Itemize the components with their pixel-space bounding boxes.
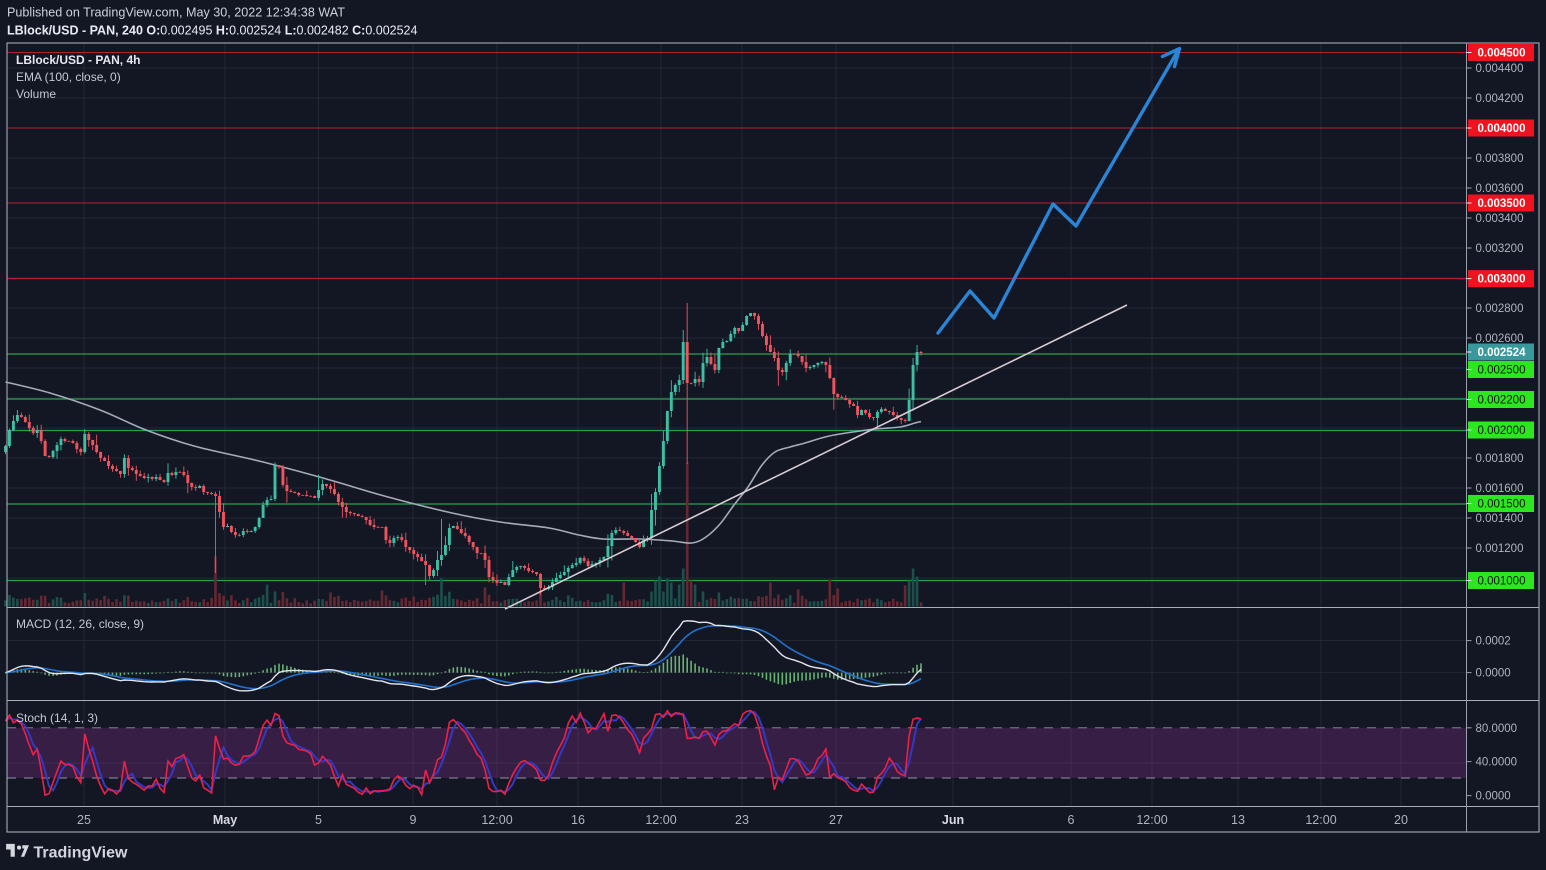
svg-text:12:00: 12:00 xyxy=(1305,813,1336,827)
svg-text:0.003000: 0.003000 xyxy=(1478,274,1526,286)
svg-text:LBlock/USD - PAN, 240 O:0.0024: LBlock/USD - PAN, 240 O:0.002495 H:0.002… xyxy=(7,24,418,38)
svg-text:0.002500: 0.002500 xyxy=(1478,365,1526,377)
svg-text:0.001600: 0.001600 xyxy=(1476,483,1524,495)
svg-text:0.002600: 0.002600 xyxy=(1476,333,1524,345)
svg-text:0.0002: 0.0002 xyxy=(1476,636,1511,648)
svg-text:0.002000: 0.002000 xyxy=(1478,425,1526,437)
svg-text:0.001500: 0.001500 xyxy=(1478,499,1526,511)
svg-text:EMA (100, close, 0): EMA (100, close, 0) xyxy=(16,70,121,84)
svg-text:0.003400: 0.003400 xyxy=(1476,213,1524,225)
svg-text:12:00: 12:00 xyxy=(481,813,512,827)
svg-text:13: 13 xyxy=(1231,813,1245,827)
svg-text:80.0000: 80.0000 xyxy=(1476,723,1518,735)
svg-text:25: 25 xyxy=(77,813,91,827)
svg-text:MACD (12, 26, close, 9): MACD (12, 26, close, 9) xyxy=(16,617,144,631)
svg-text:0.001800: 0.001800 xyxy=(1476,453,1524,465)
svg-text:16: 16 xyxy=(571,813,585,827)
svg-text:0.002524: 0.002524 xyxy=(1478,347,1527,359)
svg-text:40.0000: 40.0000 xyxy=(1476,757,1518,769)
svg-text:0.002200: 0.002200 xyxy=(1478,395,1526,407)
svg-text:0.003500: 0.003500 xyxy=(1478,198,1526,210)
svg-text:TradingView: TradingView xyxy=(34,845,129,862)
svg-text:5: 5 xyxy=(315,813,322,827)
svg-text:0.001000: 0.001000 xyxy=(1478,576,1526,588)
svg-text:0.001400: 0.001400 xyxy=(1476,513,1524,525)
svg-text:Stoch (14, 1, 3): Stoch (14, 1, 3) xyxy=(16,711,98,725)
svg-text:May: May xyxy=(213,813,237,827)
svg-text:0.002800: 0.002800 xyxy=(1476,303,1524,315)
svg-text:12:00: 12:00 xyxy=(1136,813,1167,827)
svg-text:0.0000: 0.0000 xyxy=(1476,791,1511,803)
svg-text:0.004400: 0.004400 xyxy=(1476,63,1524,75)
svg-text:12:00: 12:00 xyxy=(645,813,676,827)
svg-text:0.004500: 0.004500 xyxy=(1478,48,1526,60)
svg-text:0.004000: 0.004000 xyxy=(1478,123,1526,135)
svg-text:0.003200: 0.003200 xyxy=(1476,243,1524,255)
svg-text:27: 27 xyxy=(829,813,843,827)
svg-text:0.0000: 0.0000 xyxy=(1476,668,1511,680)
svg-text:0.004200: 0.004200 xyxy=(1476,93,1524,105)
svg-text:20: 20 xyxy=(1394,813,1408,827)
svg-text:9: 9 xyxy=(410,813,417,827)
svg-text:Volume: Volume xyxy=(16,87,56,101)
svg-text:23: 23 xyxy=(735,813,749,827)
svg-text:0.003800: 0.003800 xyxy=(1476,153,1524,165)
svg-text:LBlock/USD - PAN, 4h: LBlock/USD - PAN, 4h xyxy=(16,53,140,67)
svg-text:Published on TradingView.com,: Published on TradingView.com, May 30, 20… xyxy=(7,6,345,20)
svg-text:6: 6 xyxy=(1068,813,1075,827)
svg-text:0.001200: 0.001200 xyxy=(1476,543,1524,555)
svg-text:0.003600: 0.003600 xyxy=(1476,183,1524,195)
svg-text:Jun: Jun xyxy=(942,813,964,827)
